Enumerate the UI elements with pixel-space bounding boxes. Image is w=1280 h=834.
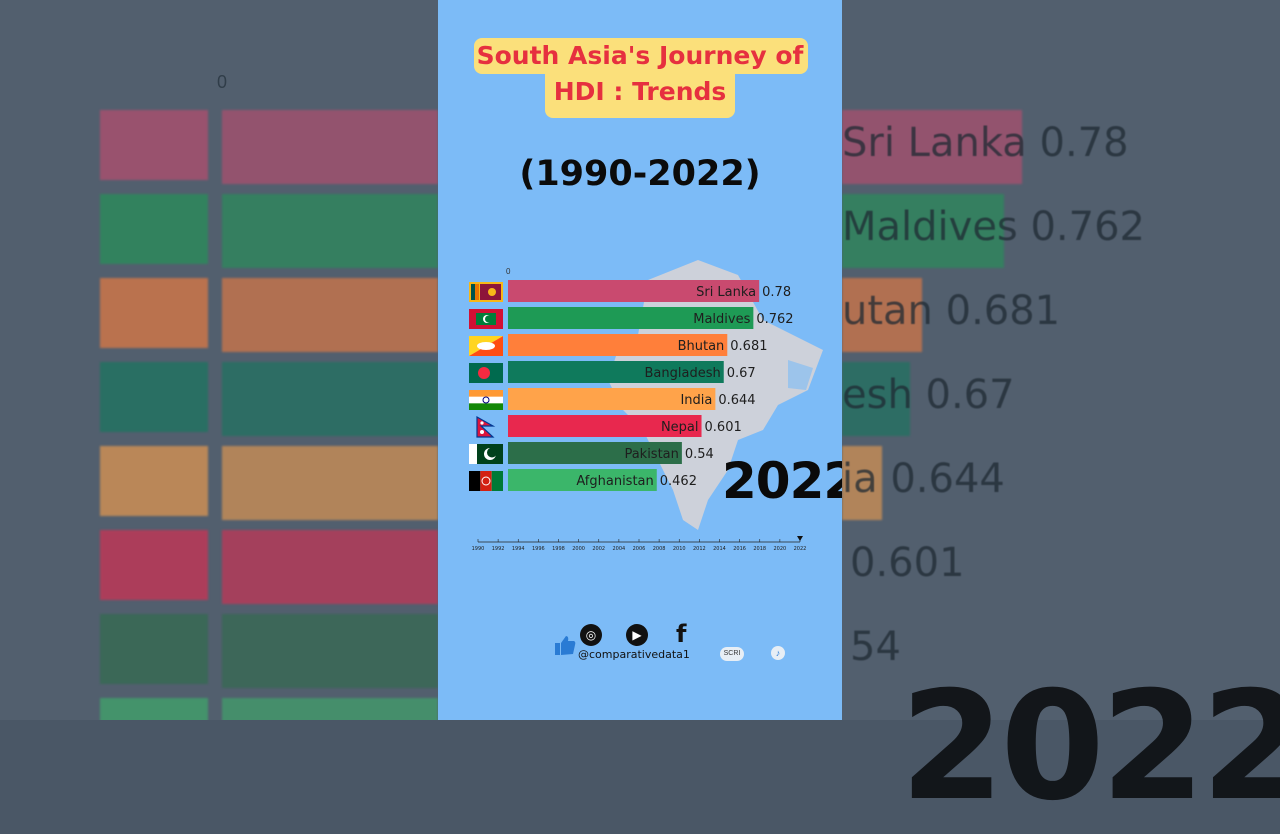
instagram-icon[interactable]: ◎ xyxy=(580,624,602,646)
bar-india xyxy=(508,388,716,410)
subscribe-button[interactable]: SCRI xyxy=(720,647,744,661)
current-year-label: 2022 xyxy=(722,452,842,510)
title-highlight-bottom xyxy=(545,74,735,118)
background-label: Sri Lanka 0.78 xyxy=(842,120,1129,166)
sri-lanka-flag-icon xyxy=(469,282,503,302)
background-bar xyxy=(222,530,438,604)
bar-label-afghanistan: Afghanistan xyxy=(576,474,653,489)
bar-label-sri-lanka: Sri Lanka xyxy=(696,285,756,300)
background-label: Maldives 0.762 xyxy=(842,204,1145,250)
timeline-tick-label: 2004 xyxy=(613,546,626,552)
timeline-tick-label: 1990 xyxy=(472,546,485,552)
background-bar xyxy=(222,278,438,352)
bar-sri-lanka xyxy=(508,280,760,302)
india-flag-icon xyxy=(469,390,503,410)
background-bar xyxy=(222,110,438,184)
background-flag xyxy=(100,362,208,432)
timeline-tick-label: 2020 xyxy=(774,546,787,552)
pakistan-flag-icon xyxy=(469,444,503,464)
background-bar xyxy=(222,446,438,520)
background-bar xyxy=(842,278,922,352)
title-line-1: South Asia's Journey of xyxy=(476,41,804,70)
nepal-flag-icon xyxy=(469,415,503,438)
like-icon[interactable] xyxy=(554,634,576,656)
background-bar xyxy=(222,194,438,268)
background-year: 2022 xyxy=(900,660,1280,834)
bar-maldives xyxy=(508,307,754,329)
bar-label-india: India xyxy=(680,393,712,408)
background-flag xyxy=(100,110,208,180)
timeline-tick-label: 2016 xyxy=(733,546,746,552)
background-bar xyxy=(222,614,438,688)
background-flag xyxy=(100,446,208,516)
facebook-icon[interactable]: f xyxy=(676,620,687,648)
background-zero-label: 0 xyxy=(217,72,228,92)
timeline-tick-label: 1998 xyxy=(552,546,565,552)
value-label-nepal: 0.601 xyxy=(705,420,742,435)
timeline-tick-label: 2018 xyxy=(753,546,766,552)
timeline-tick-label: 2008 xyxy=(653,546,666,552)
bar-bangladesh xyxy=(508,361,724,383)
background-label: ia 0.644 xyxy=(842,456,1005,502)
title-highlight-top xyxy=(474,38,808,74)
background-bar xyxy=(842,110,1022,184)
timeline-tick-label: 2002 xyxy=(592,546,605,552)
social-handle[interactable]: @comparativedata1 xyxy=(578,648,690,661)
value-label-afghanistan: 0.462 xyxy=(660,474,697,489)
background-flag xyxy=(100,530,208,600)
bar-label-pakistan: Pakistan xyxy=(624,447,678,462)
value-label-pakistan: 0.54 xyxy=(685,447,714,462)
background-label: 54 xyxy=(850,624,901,670)
bar-label-bangladesh: Bangladesh xyxy=(645,366,721,381)
timeline-tick-label: 1996 xyxy=(532,546,545,552)
bar-afghanistan xyxy=(508,469,657,491)
value-label-sri-lanka: 0.78 xyxy=(762,285,791,300)
bar-pakistan xyxy=(508,442,682,464)
timeline-tick-label: 2022 xyxy=(794,546,807,552)
value-label-india: 0.644 xyxy=(718,393,755,408)
timeline-tick-label: 2010 xyxy=(673,546,686,552)
background-flag xyxy=(100,194,208,264)
chart-frame: South Asia's Journey of HDI : Trends (19… xyxy=(438,0,842,720)
value-label-bhutan: 0.681 xyxy=(730,339,767,354)
bar-label-nepal: Nepal xyxy=(661,420,699,435)
background-bar xyxy=(842,194,1004,268)
subtitle: (1990-2022) xyxy=(519,154,761,194)
afghanistan-flag-icon xyxy=(469,471,503,491)
value-label-bangladesh: 0.67 xyxy=(727,366,756,381)
background-right-blur: Sri Lanka 0.78 Maldives 0.762 utan 0.681 es… xyxy=(842,0,1280,720)
background-bar xyxy=(842,446,882,520)
maldives-flag-icon xyxy=(469,309,503,329)
youtube-icon[interactable]: ▶ xyxy=(626,624,648,646)
background-bar xyxy=(842,362,910,436)
timeline-marker xyxy=(797,536,803,541)
bar-label-bhutan: Bhutan xyxy=(678,339,725,354)
social-footer: ◎ ▶ f @comparativedata1 SCRI ♪ xyxy=(552,620,812,670)
timeline-tick-label: 2014 xyxy=(713,546,726,552)
timeline-tick-label: 1992 xyxy=(492,546,505,552)
bar-bhutan xyxy=(508,334,728,356)
background-label: 0.601 xyxy=(850,540,965,586)
timeline-tick-label: 2006 xyxy=(633,546,646,552)
title-line-2: HDI : Trends xyxy=(553,77,727,106)
background-label: esh 0.67 xyxy=(842,372,1015,418)
timeline-tick-label: 2012 xyxy=(693,546,706,552)
bell-icon[interactable]: ♪ xyxy=(771,646,785,660)
background-bar xyxy=(222,698,438,720)
bar-chart: Sri Lanka 0.78 Maldives 0.762 Bhutan 0.681 Ban… xyxy=(469,280,807,552)
background-flag xyxy=(100,278,208,348)
bar-label-maldives: Maldives xyxy=(693,312,750,327)
value-label-maldives: 0.762 xyxy=(756,312,793,327)
timeline-tick-label: 2000 xyxy=(572,546,585,552)
axis-zero-label: 0 xyxy=(506,267,511,276)
timeline-tick-label: 1994 xyxy=(512,546,525,552)
background-flag xyxy=(100,614,208,684)
bar-nepal xyxy=(508,415,702,437)
background-label: utan 0.681 xyxy=(842,288,1061,334)
bangladesh-flag-icon xyxy=(469,363,503,383)
background-left-blur: 0 xyxy=(0,0,438,720)
bhutan-flag-icon xyxy=(469,336,503,356)
background-bar xyxy=(222,362,438,436)
background-flag xyxy=(100,698,208,720)
